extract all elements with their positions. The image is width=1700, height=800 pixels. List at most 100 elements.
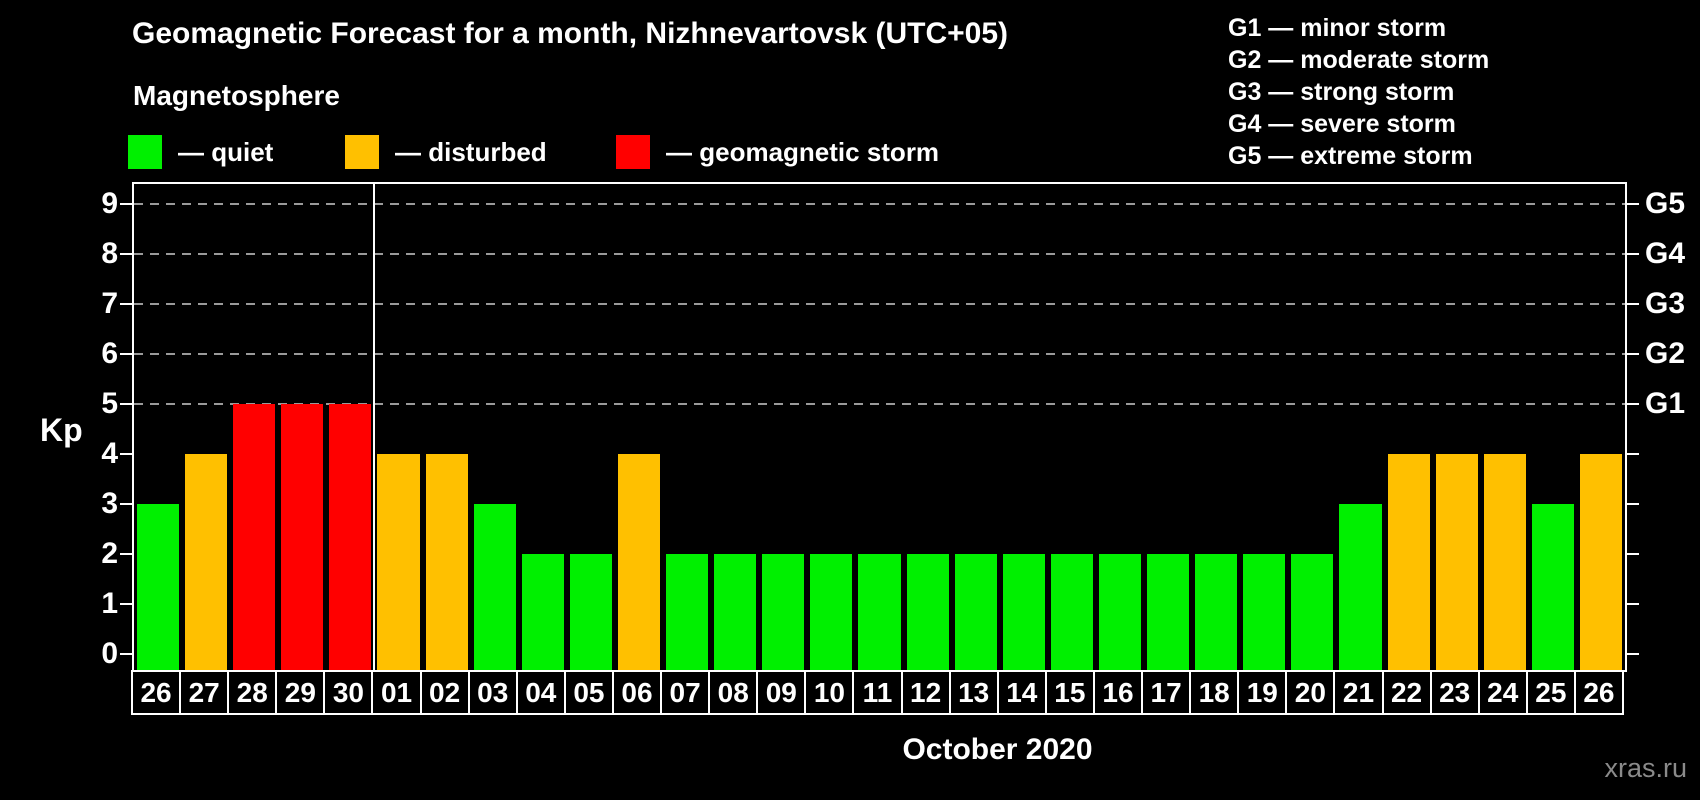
date-cell: 12 [900,670,951,715]
storm-color-swatch [616,135,650,169]
disturbed-color-swatch [345,135,379,169]
kp-bar-day-18 [1195,554,1238,670]
y-tick-left-4 [120,453,132,455]
kp-bar-day-07 [666,554,709,670]
kp-bar-day-25 [1531,504,1574,670]
y-tick-left-9 [120,203,132,205]
date-cell: 08 [708,670,759,715]
date-cell: 26 [131,670,182,715]
y-tick-label-5: 5 [101,387,118,420]
kp-bar-day-10 [810,554,853,670]
date-cell: 06 [611,670,663,715]
legend-label: — disturbed [395,136,547,167]
kp-bar-day-04 [521,554,564,670]
kp-bar-day-26 [1579,454,1622,670]
y-tick-left-3 [120,503,132,505]
kp-bar-day-23 [1435,454,1478,670]
date-cell: 25 [1525,670,1576,715]
date-cell: 30 [323,670,374,715]
date-cell: 03 [467,670,518,715]
date-cell: 22 [1381,670,1432,715]
y-tick-right-7 [1627,303,1639,305]
date-cell: 01 [371,670,422,715]
kp-gridline-6 [134,353,1625,355]
kp-bar-day-02 [425,454,468,670]
kp-bar-day-15 [1050,554,1093,670]
g-legend-entry: G1 — minor storm [1228,14,1447,42]
kp-bar-day-20 [1291,554,1334,670]
date-cell: 14 [996,670,1047,715]
y-tick-label-7: 7 [101,287,118,320]
site-watermark: xras.ru [1604,753,1687,783]
date-cell: 05 [563,670,614,715]
legend-label: — quiet [178,136,274,167]
date-cell: 13 [948,670,999,715]
kp-gridline-7 [134,303,1625,305]
y-tick-label-8: 8 [101,237,118,270]
legend-item-disturbed: — disturbed [345,135,547,169]
kp-gridline-8 [134,253,1625,255]
y-tick-left-5 [120,403,132,405]
kp-bar-day-16 [1098,554,1142,670]
kp-bar-day-01 [377,454,420,670]
y-tick-left-8 [120,253,132,255]
date-cell: 24 [1477,670,1528,715]
y-tick-right-6 [1627,353,1639,355]
date-cell: 23 [1429,670,1480,715]
date-cell: 19 [1237,670,1288,715]
y-tick-right-2 [1627,553,1639,555]
magnetosphere-subtitle: Magnetosphere [133,80,340,111]
g-legend-entry: G2 — moderate storm [1228,46,1490,74]
date-cell: 11 [852,670,903,715]
y-tick-right-0 [1627,653,1639,655]
kp-gridline-9 [134,203,1625,205]
kp-bar-day-12 [906,554,949,670]
legend-item-storm: — geomagnetic storm [616,135,939,169]
kp-gridline-5 [134,403,1625,405]
kp-bar-day-21 [1339,504,1382,670]
g-legend-entry: G3 — strong storm [1228,78,1455,106]
g-legend-entry: G5 — extreme storm [1228,142,1473,170]
y-tick-label-4: 4 [101,437,118,470]
y-tick-right-1 [1627,603,1639,605]
kp-bar-day-28 [233,404,276,670]
kp-bar-day-06 [617,454,661,670]
date-cell: 18 [1189,670,1240,715]
y-tick-right-9 [1627,203,1639,205]
y-tick-label-3: 3 [101,487,118,520]
legend-item-quiet: — quiet [128,135,273,169]
y-tick-left-6 [120,353,132,355]
date-cell: 02 [419,670,470,715]
kp-bar-day-27 [185,454,228,670]
y-tick-left-7 [120,303,132,305]
kp-bar-day-13 [954,554,997,670]
date-cell: 16 [1092,670,1144,715]
kp-bar-day-19 [1243,554,1286,670]
date-cell: 28 [227,670,278,715]
y-tick-right-8 [1627,253,1639,255]
quiet-color-swatch [128,135,162,169]
month-label: October 2020 [902,733,1093,766]
y-tick-label-9: 9 [101,187,118,220]
g-scale-label-g3: G3 [1645,287,1686,320]
date-cell: 20 [1285,670,1336,715]
date-cell: 21 [1333,670,1384,715]
kp-bar-day-03 [473,504,516,670]
date-cell: 07 [660,670,711,715]
y-tick-left-2 [120,553,132,555]
y-tick-label-0: 0 [101,637,118,670]
kp-bar-day-08 [714,554,757,670]
legend-label: — geomagnetic storm [666,136,940,167]
y-tick-left-1 [120,603,132,605]
page-title: Geomagnetic Forecast for a month, Nizhne… [132,17,1009,50]
kp-bar-day-22 [1387,454,1430,670]
date-axis: 26 27 28 29 30 01 02 03 04 05 06 07 08 09 10 11 12 13 14 15… [131,670,1624,715]
kp-bar-day-05 [569,554,612,670]
kp-bar-day-29 [281,404,324,670]
date-cell: 27 [179,670,230,715]
month-separator-line [373,184,376,670]
g-scale-legend: G1 — minor storm G2 — moderate storm G3 … [1228,12,1489,172]
kp-bar-day-09 [762,554,805,670]
y-tick-left-0 [120,653,132,655]
kp-bar-day-26 [137,504,180,670]
